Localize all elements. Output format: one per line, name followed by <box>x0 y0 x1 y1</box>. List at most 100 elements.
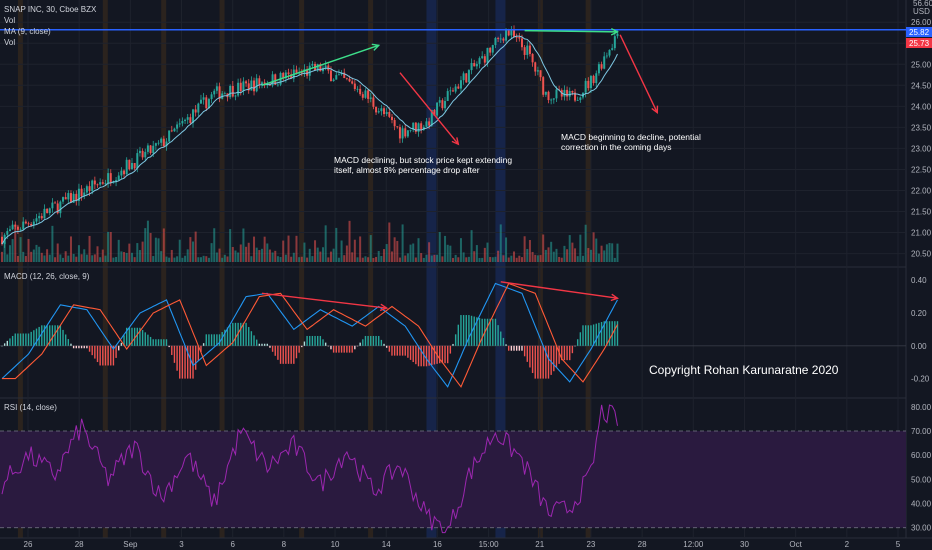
candle-body[interactable] <box>441 100 444 109</box>
candle-body[interactable] <box>600 64 603 69</box>
candle-body[interactable] <box>470 62 473 71</box>
candle-body[interactable] <box>231 85 234 97</box>
candle-body[interactable] <box>595 73 598 84</box>
candle-body[interactable] <box>481 56 484 59</box>
candle-body[interactable] <box>459 80 462 89</box>
candle-body[interactable] <box>62 197 65 202</box>
candle-body[interactable] <box>412 122 415 130</box>
candle-body[interactable] <box>566 89 569 97</box>
candle-body[interactable] <box>91 180 94 191</box>
candle-body[interactable] <box>67 193 70 200</box>
candle-body[interactable] <box>64 197 67 200</box>
candle-body[interactable] <box>184 119 187 122</box>
candle-body[interactable] <box>202 97 205 100</box>
candle-body[interactable] <box>544 91 547 95</box>
vol-legend-2[interactable]: Vol <box>4 38 15 47</box>
candle-body[interactable] <box>483 56 486 63</box>
candle-body[interactable] <box>438 100 441 103</box>
candle-body[interactable] <box>499 38 502 40</box>
macd-divergence-arrow[interactable] <box>261 292 387 309</box>
candle-body[interactable] <box>245 81 248 84</box>
candle-body[interactable] <box>120 170 123 176</box>
candle-body[interactable] <box>428 121 431 126</box>
candle-body[interactable] <box>48 208 51 214</box>
candle-body[interactable] <box>194 109 197 113</box>
candle-body[interactable] <box>592 75 595 84</box>
candle-body[interactable] <box>409 129 412 131</box>
candle-body[interactable] <box>290 74 293 79</box>
candle-body[interactable] <box>96 184 99 186</box>
candle-body[interactable] <box>8 229 11 232</box>
candle-body[interactable] <box>375 106 378 113</box>
candle-body[interactable] <box>369 97 372 99</box>
candle-body[interactable] <box>99 182 102 185</box>
candle-body[interactable] <box>176 124 179 129</box>
candle-body[interactable] <box>207 99 210 109</box>
candle-body[interactable] <box>329 70 332 82</box>
candle-body[interactable] <box>258 78 261 85</box>
candle-body[interactable] <box>69 193 72 203</box>
candle-body[interactable] <box>494 38 497 46</box>
candle-body[interactable] <box>563 89 566 97</box>
candle-body[interactable] <box>430 109 433 126</box>
candle-body[interactable] <box>215 86 218 91</box>
candle-body[interactable] <box>539 70 542 78</box>
candle-body[interactable] <box>473 62 476 67</box>
candle-body[interactable] <box>385 111 388 115</box>
candle-body[interactable] <box>489 47 492 53</box>
rsi-pane[interactable] <box>0 404 906 534</box>
candle-body[interactable] <box>444 101 447 109</box>
candle-body[interactable] <box>157 142 160 144</box>
candle-body[interactable] <box>271 74 274 86</box>
candle-body[interactable] <box>531 53 534 63</box>
candle-body[interactable] <box>88 186 91 191</box>
candle-body[interactable] <box>72 193 75 203</box>
candle-body[interactable] <box>46 208 49 214</box>
candle-body[interactable] <box>536 70 539 72</box>
candle-body[interactable] <box>54 202 57 204</box>
vol-legend[interactable]: Vol <box>4 16 15 25</box>
candle-body[interactable] <box>367 90 370 99</box>
signal-line[interactable] <box>2 282 618 388</box>
candle-body[interactable] <box>364 90 367 98</box>
candle-body[interactable] <box>520 38 523 48</box>
candle-body[interactable] <box>144 151 147 158</box>
candle-body[interactable] <box>515 36 518 38</box>
candle-body[interactable] <box>229 85 232 98</box>
candle-body[interactable] <box>247 83 250 91</box>
candle-body[interactable] <box>380 108 383 112</box>
macd-pane[interactable] <box>0 281 906 388</box>
candle-body[interactable] <box>372 97 375 107</box>
candle-body[interactable] <box>319 64 322 72</box>
candle-body[interactable] <box>457 86 460 89</box>
candle-body[interactable] <box>234 95 237 97</box>
candle-body[interactable] <box>213 90 216 95</box>
candle-body[interactable] <box>308 65 311 76</box>
candle-body[interactable] <box>552 98 555 100</box>
candle-body[interactable] <box>104 183 107 185</box>
candle-body[interactable] <box>361 94 364 98</box>
candle-body[interactable] <box>186 117 189 120</box>
candle-body[interactable] <box>353 83 356 90</box>
candle-body[interactable] <box>359 88 362 95</box>
candle-body[interactable] <box>571 90 574 93</box>
candle-body[interactable] <box>40 216 43 219</box>
candle-body[interactable] <box>223 93 226 95</box>
candle-body[interactable] <box>478 58 481 64</box>
candle-body[interactable] <box>454 86 457 92</box>
red-trend-arrow[interactable] <box>399 72 459 145</box>
candle-body[interactable] <box>420 123 423 130</box>
candle-body[interactable] <box>19 229 22 231</box>
candle-body[interactable] <box>388 111 391 117</box>
candle-body[interactable] <box>255 78 258 92</box>
candle-body[interactable] <box>356 88 359 90</box>
candle-body[interactable] <box>486 47 489 63</box>
candle-body[interactable] <box>589 75 592 89</box>
candle-body[interactable] <box>165 141 168 147</box>
candle-body[interactable] <box>605 55 608 57</box>
candle-body[interactable] <box>77 188 80 201</box>
candle-body[interactable] <box>43 208 46 219</box>
candle-body[interactable] <box>173 128 176 132</box>
candle-body[interactable] <box>335 75 338 80</box>
candle-body[interactable] <box>181 121 184 124</box>
